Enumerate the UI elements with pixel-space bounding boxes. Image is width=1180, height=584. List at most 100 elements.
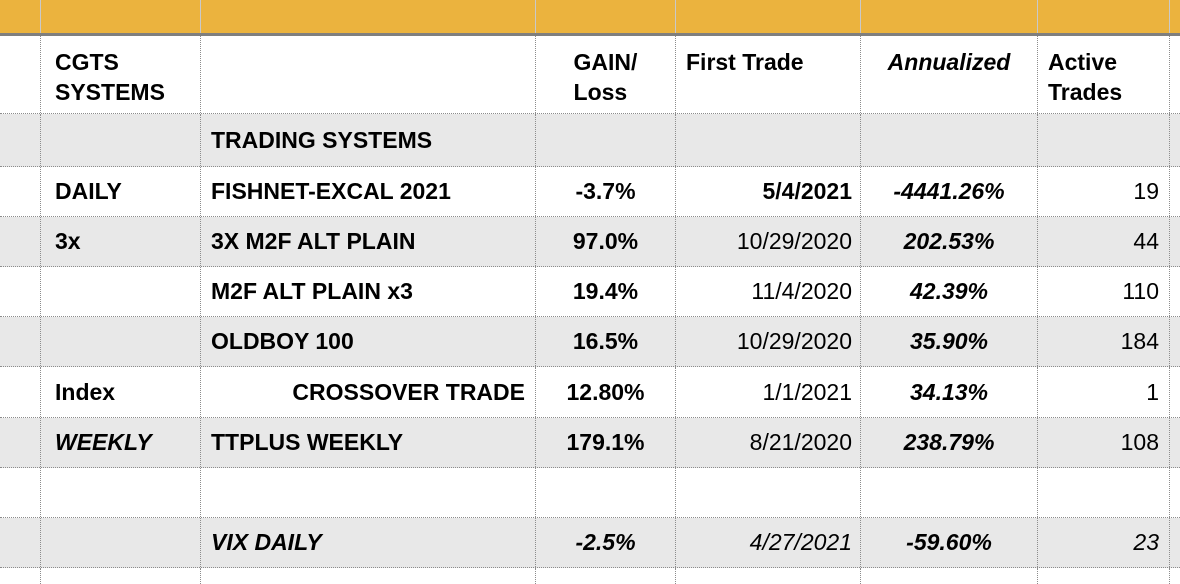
cell-empty[interactable] xyxy=(0,167,41,216)
cell-gain[interactable] xyxy=(536,114,676,166)
cell-first-trade[interactable] xyxy=(676,468,861,517)
cell-annualized[interactable]: 34.13% xyxy=(861,367,1038,417)
cell-first-trade[interactable]: 10/29/2020 xyxy=(676,217,861,266)
cell-empty[interactable] xyxy=(1170,317,1180,366)
cell-system[interactable]: FISHNET-EXCAL 2021 xyxy=(201,167,536,216)
cell-active-trades[interactable]: 108 xyxy=(1038,418,1170,467)
cell-first-trade[interactable]: 5/4/2021 xyxy=(676,167,861,216)
cell-label[interactable] xyxy=(41,468,201,517)
cell-first-trade[interactable]: 4/27/2021 xyxy=(676,518,861,567)
header-systems-blank[interactable] xyxy=(201,36,536,113)
cell-first-trade[interactable]: 11/4/2020 xyxy=(676,267,861,316)
cell-first-trade[interactable] xyxy=(676,114,861,166)
cell-empty[interactable] xyxy=(1170,217,1180,266)
cell-label[interactable]: 3x xyxy=(41,217,201,266)
cell-gain[interactable]: -2.5% xyxy=(536,518,676,567)
cell-label[interactable]: DAILY xyxy=(41,167,201,216)
cell-empty[interactable] xyxy=(0,418,41,467)
cell-annualized[interactable]: -4441.26% xyxy=(861,167,1038,216)
cell-label[interactable] xyxy=(41,317,201,366)
cell-gain[interactable]: 19.4% xyxy=(536,267,676,316)
header-gain-loss[interactable]: GAIN/ Loss xyxy=(536,36,676,113)
cell-empty[interactable] xyxy=(1170,267,1180,316)
cell-empty[interactable] xyxy=(0,36,41,113)
cell-annualized[interactable]: 42.39% xyxy=(861,267,1038,316)
cell-annualized[interactable]: -59.60% xyxy=(861,518,1038,567)
cell-label[interactable] xyxy=(41,267,201,316)
cell-system[interactable]: TTPLUS WEEKLY xyxy=(201,418,536,467)
cell-annualized[interactable] xyxy=(861,114,1038,166)
cell-empty[interactable] xyxy=(1170,568,1180,584)
band-cell[interactable] xyxy=(1038,0,1170,33)
cell-first-trade[interactable]: 8/21/2020 xyxy=(676,418,861,467)
cell-gain[interactable]: 16.5% xyxy=(536,317,676,366)
cell-first-trade[interactable]: 10/29/2020 xyxy=(676,317,861,366)
cell-active-trades[interactable]: 110 xyxy=(1038,267,1170,316)
cell-active-trades[interactable]: 184 xyxy=(1038,317,1170,366)
header-active-trades[interactable]: Active Trades xyxy=(1038,36,1170,113)
cell-system[interactable]: M2F ALT PLAIN x3 xyxy=(201,267,536,316)
cell-system[interactable]: VIX DAILY xyxy=(201,518,536,567)
cell-active-trades[interactable]: 1 xyxy=(1038,367,1170,417)
header-annualized[interactable]: Annualized xyxy=(861,36,1038,113)
cell-gain[interactable]: 97.0% xyxy=(536,217,676,266)
band-cell[interactable] xyxy=(1170,0,1180,33)
cell-empty[interactable] xyxy=(536,568,676,584)
band-cell[interactable] xyxy=(536,0,676,33)
cell-gain[interactable]: 179.1% xyxy=(536,418,676,467)
cell-empty[interactable] xyxy=(1170,418,1180,467)
cell-empty[interactable] xyxy=(0,518,41,567)
band-cell[interactable] xyxy=(861,0,1038,33)
cell-label[interactable]: WEEKLY xyxy=(41,418,201,467)
cell-empty[interactable] xyxy=(0,114,41,166)
cell-empty[interactable] xyxy=(1170,36,1180,113)
cell-gain[interactable]: 12.80% xyxy=(536,367,676,417)
cell-empty[interactable] xyxy=(1170,468,1180,517)
cell-system[interactable]: 3X M2F ALT PLAIN xyxy=(201,217,536,266)
cell-gain[interactable]: -3.7% xyxy=(536,167,676,216)
cell-annualized[interactable]: 202.53% xyxy=(861,217,1038,266)
cell-empty[interactable] xyxy=(0,217,41,266)
cell-system[interactable]: OLDBOY 100 xyxy=(201,317,536,366)
cell-active-trades[interactable] xyxy=(1038,468,1170,517)
cell-empty[interactable] xyxy=(0,568,41,584)
cell-empty[interactable] xyxy=(41,568,201,584)
cell-system[interactable]: CROSSOVER TRADE xyxy=(201,367,536,417)
cell-active-trades[interactable]: 19 xyxy=(1038,167,1170,216)
band-cell[interactable] xyxy=(676,0,861,33)
cell-empty[interactable] xyxy=(1170,367,1180,417)
cell-empty[interactable] xyxy=(0,468,41,517)
cell-empty[interactable] xyxy=(1038,568,1170,584)
cell-empty[interactable] xyxy=(0,317,41,366)
cell-first-trade[interactable]: 1/1/2021 xyxy=(676,367,861,417)
cell-annualized[interactable]: 238.79% xyxy=(861,418,1038,467)
cell-active-trades[interactable]: 44 xyxy=(1038,217,1170,266)
band-cell[interactable] xyxy=(41,0,201,33)
cell-active-trades[interactable] xyxy=(1038,114,1170,166)
section-title[interactable]: TRADING SYSTEMS xyxy=(201,114,536,166)
cell-empty[interactable] xyxy=(1170,114,1180,166)
cell-empty[interactable] xyxy=(201,568,536,584)
cell-label[interactable] xyxy=(41,518,201,567)
cell-empty[interactable] xyxy=(0,367,41,417)
cell-gain[interactable] xyxy=(536,468,676,517)
cell-annualized[interactable]: 35.90% xyxy=(861,317,1038,366)
band-cell[interactable] xyxy=(0,0,41,33)
row-fishnet-excal: DAILY FISHNET-EXCAL 2021 -3.7% 5/4/2021 … xyxy=(0,167,1180,217)
cell-annualized[interactable] xyxy=(861,468,1038,517)
header-first-trade[interactable]: First Trade xyxy=(676,36,861,113)
row-trading-systems-section: TRADING SYSTEMS xyxy=(0,114,1180,167)
band-cell[interactable] xyxy=(201,0,536,33)
cell-empty[interactable] xyxy=(0,267,41,316)
cell-label[interactable]: Index xyxy=(41,367,201,417)
row-ttplus-weekly: WEEKLY TTPLUS WEEKLY 179.1% 8/21/2020 23… xyxy=(0,418,1180,468)
cell-empty[interactable] xyxy=(1170,518,1180,567)
cell-empty[interactable] xyxy=(676,568,861,584)
cell-empty[interactable] xyxy=(861,568,1038,584)
cell-empty[interactable] xyxy=(1170,167,1180,216)
cell-active-trades[interactable]: 23 xyxy=(1038,518,1170,567)
cell-label[interactable] xyxy=(41,114,201,166)
cell-system[interactable] xyxy=(201,468,536,517)
header-cgts-systems[interactable]: CGTS SYSTEMS xyxy=(41,36,201,113)
